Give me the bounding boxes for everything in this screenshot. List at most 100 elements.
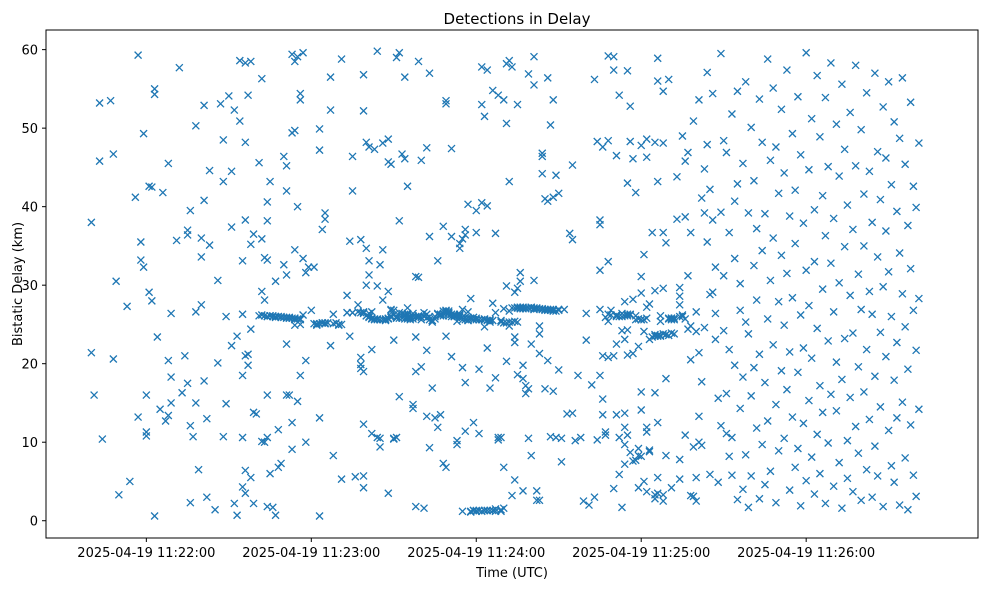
data-point bbox=[337, 475, 346, 484]
data-point bbox=[378, 296, 387, 305]
data-point bbox=[675, 292, 684, 301]
data-point bbox=[549, 95, 558, 104]
data-point bbox=[202, 414, 211, 423]
data-point bbox=[290, 126, 299, 135]
data-point bbox=[835, 458, 844, 467]
data-point bbox=[629, 349, 637, 358]
data-point bbox=[802, 266, 811, 275]
data-point bbox=[890, 376, 899, 385]
data-point bbox=[285, 391, 294, 400]
data-point bbox=[736, 306, 745, 315]
data-point bbox=[653, 418, 662, 427]
data-point bbox=[730, 254, 739, 263]
data-point bbox=[411, 333, 420, 341]
data-point bbox=[293, 202, 302, 211]
data-point bbox=[246, 57, 255, 66]
data-point bbox=[777, 251, 786, 260]
data-point bbox=[395, 216, 404, 225]
data-point bbox=[458, 305, 467, 314]
data-point bbox=[678, 132, 687, 140]
y-tick-label: 10 bbox=[21, 436, 38, 451]
data-point bbox=[890, 478, 899, 487]
data-point bbox=[771, 498, 780, 507]
data-point bbox=[345, 237, 354, 246]
y-tick-label: 0 bbox=[30, 515, 38, 530]
data-point bbox=[376, 434, 384, 443]
data-point bbox=[804, 165, 813, 174]
data-point bbox=[87, 218, 96, 227]
data-point bbox=[914, 405, 923, 414]
data-point bbox=[631, 188, 640, 197]
data-point bbox=[315, 124, 324, 133]
data-point bbox=[315, 512, 324, 520]
data-point bbox=[637, 141, 646, 150]
data-point bbox=[530, 276, 538, 285]
data-point bbox=[521, 389, 530, 398]
data-point bbox=[901, 453, 910, 462]
data-point bbox=[736, 404, 745, 413]
data-point bbox=[749, 261, 758, 270]
data-point bbox=[807, 453, 816, 462]
data-point bbox=[461, 427, 470, 436]
data-point bbox=[442, 463, 450, 472]
data-point bbox=[590, 493, 599, 502]
data-point bbox=[609, 52, 618, 61]
data-point bbox=[884, 267, 893, 276]
data-point bbox=[774, 446, 783, 455]
data-point bbox=[447, 352, 456, 361]
data-point bbox=[692, 497, 701, 506]
data-point bbox=[857, 496, 866, 505]
data-point bbox=[667, 483, 676, 492]
data-point bbox=[598, 410, 607, 419]
data-point bbox=[216, 99, 225, 108]
data-point bbox=[453, 436, 461, 445]
data-point bbox=[659, 490, 668, 499]
data-point bbox=[538, 149, 547, 158]
data-point bbox=[642, 423, 651, 432]
data-point bbox=[288, 445, 297, 454]
data-point bbox=[601, 431, 610, 440]
data-point bbox=[337, 55, 346, 64]
data-point bbox=[359, 70, 368, 79]
data-point bbox=[906, 98, 915, 107]
data-point bbox=[194, 465, 203, 474]
data-point bbox=[241, 59, 250, 67]
data-point bbox=[851, 61, 860, 70]
data-point bbox=[211, 505, 220, 514]
data-point bbox=[791, 239, 800, 248]
data-point bbox=[634, 451, 643, 460]
data-point bbox=[505, 177, 514, 186]
data-point bbox=[744, 208, 753, 217]
data-point bbox=[425, 69, 434, 78]
data-point bbox=[299, 311, 308, 319]
data-point bbox=[282, 186, 291, 195]
data-point bbox=[442, 96, 450, 105]
data-point bbox=[782, 269, 791, 278]
data-point bbox=[615, 91, 624, 100]
data-point bbox=[631, 456, 640, 465]
data-point bbox=[139, 129, 148, 138]
data-point bbox=[483, 66, 492, 75]
data-point bbox=[873, 147, 882, 156]
data-point bbox=[524, 384, 533, 393]
data-point bbox=[760, 378, 769, 387]
data-point bbox=[387, 160, 395, 169]
data-point bbox=[601, 428, 610, 436]
data-point bbox=[711, 263, 720, 272]
data-point bbox=[829, 214, 838, 223]
data-point bbox=[565, 229, 574, 238]
data-point bbox=[230, 499, 239, 508]
data-point bbox=[524, 70, 533, 78]
data-point bbox=[433, 423, 442, 432]
data-point bbox=[788, 129, 797, 138]
data-point bbox=[854, 362, 863, 371]
data-point bbox=[510, 475, 519, 484]
data-point bbox=[700, 323, 709, 332]
data-point bbox=[414, 273, 423, 282]
data-point bbox=[634, 444, 643, 453]
data-point bbox=[271, 277, 280, 286]
y-tick-label: 50 bbox=[21, 122, 38, 137]
data-point bbox=[881, 352, 890, 361]
data-point bbox=[818, 408, 827, 417]
data-point bbox=[279, 260, 288, 269]
